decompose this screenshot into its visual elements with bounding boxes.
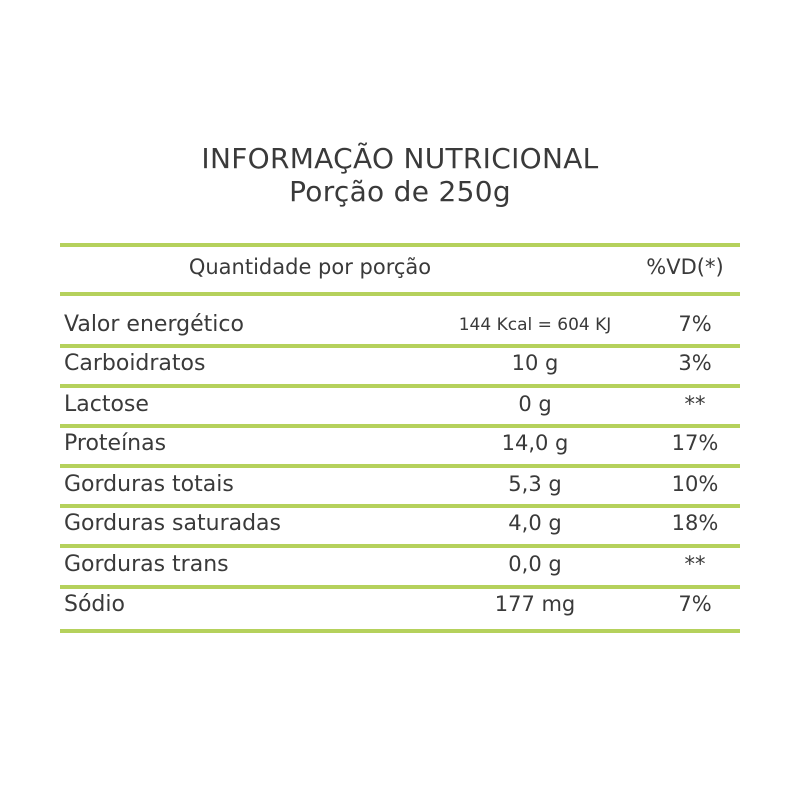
nutrient-daily-value: 3% (678, 351, 712, 375)
nutrient-name: Sódio (64, 592, 125, 617)
table-row: Lactose 0 g ** (60, 392, 740, 422)
table-row: Gorduras trans 0,0 g ** (60, 552, 740, 582)
nutrient-name: Carboidratos (64, 351, 206, 376)
nutrient-daily-value: 10% (671, 472, 719, 496)
table-row: Carboidratos 10 g 3% (60, 351, 740, 381)
nutrient-amount: 0,0 g (508, 552, 562, 576)
nutrient-name: Valor energético (64, 312, 244, 337)
nutrient-amount: 10 g (511, 351, 559, 375)
row-divider (60, 544, 740, 548)
nutrient-daily-value: 7% (678, 592, 712, 616)
table-row: Sódio 177 mg 7% (60, 592, 740, 622)
serving-size-subtitle: Porção de 250g (289, 175, 511, 208)
nutrient-amount: 5,3 g (508, 472, 562, 496)
nutrient-name: Gorduras trans (64, 552, 229, 577)
nutrient-amount: 144 Kcal = 604 KJ (458, 315, 612, 335)
nutrient-amount: 4,0 g (508, 511, 562, 535)
table-row: Gorduras saturadas 4,0 g 18% (60, 511, 740, 541)
page-title: INFORMAÇÃO NUTRICIONAL (201, 142, 599, 175)
column-header-quantity: Quantidade por porção (188, 255, 432, 279)
nutrient-daily-value: 18% (671, 511, 719, 535)
nutrient-daily-value: 7% (678, 312, 712, 336)
table-bottom-divider (60, 629, 740, 633)
row-divider (60, 504, 740, 508)
nutrient-amount: 0 g (518, 392, 552, 416)
nutrient-amount: 14,0 g (501, 431, 569, 455)
row-divider (60, 424, 740, 428)
nutrient-daily-value: ** (684, 552, 706, 576)
nutrient-daily-value: 17% (671, 431, 719, 455)
nutrient-name: Proteínas (64, 431, 167, 456)
nutrient-name: Gorduras totais (64, 472, 234, 497)
table-row: Gorduras totais 5,3 g 10% (60, 472, 740, 502)
header-divider (60, 292, 740, 296)
row-divider (60, 585, 740, 589)
nutrient-daily-value: ** (684, 392, 706, 416)
nutrient-name: Gorduras saturadas (64, 511, 282, 536)
table-top-divider (60, 243, 740, 247)
row-divider (60, 384, 740, 388)
row-divider (60, 344, 740, 348)
table-row: Valor energético 144 Kcal = 604 KJ 7% (60, 312, 740, 342)
column-header-daily-value: %VD(*) (646, 255, 724, 279)
table-row: Proteínas 14,0 g 17% (60, 431, 740, 461)
nutrient-name: Lactose (64, 392, 149, 417)
row-divider (60, 464, 740, 468)
nutrient-amount: 177 mg (494, 592, 576, 616)
